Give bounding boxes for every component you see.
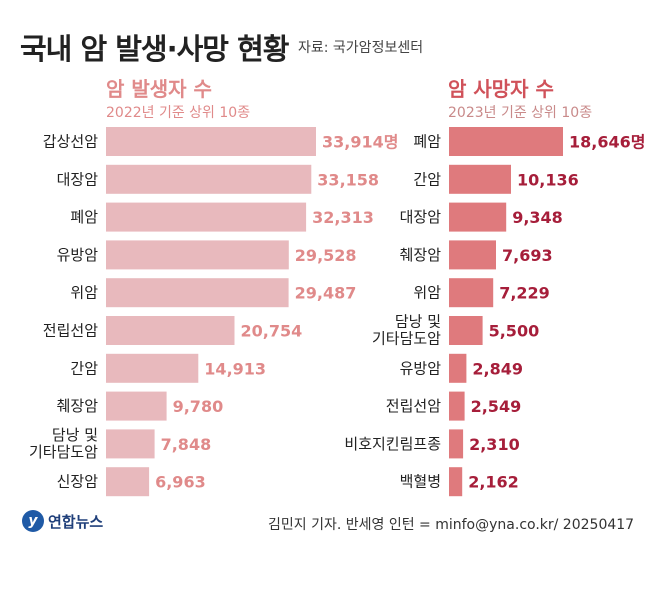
mortality-bar bbox=[449, 316, 483, 345]
incidence-value-label: 14,913 bbox=[204, 359, 266, 378]
incidence-value-label: 32,313 bbox=[312, 208, 374, 227]
incidence-bar bbox=[106, 429, 155, 459]
incidence-category-label: 전립선암 bbox=[43, 322, 98, 340]
mortality-bar bbox=[449, 429, 464, 459]
incidence-category-label: 신장암 bbox=[57, 473, 99, 491]
incidence-category-label: 담낭 및 기타담도암 bbox=[29, 426, 98, 461]
incidence-bar bbox=[106, 316, 235, 345]
incidence-chart-title: 암 발생자 수 bbox=[106, 77, 212, 101]
mortality-chart-subtitle: 2023년 기준 상위 10종 bbox=[448, 105, 593, 121]
incidence-category-label: 대장암 bbox=[57, 170, 99, 188]
mortality-value-label: 10,136 bbox=[517, 170, 579, 189]
mortality-category-label: 백혈병 bbox=[400, 473, 441, 491]
mortality-category-label: 대장암 bbox=[400, 208, 442, 226]
incidence-bar bbox=[106, 353, 199, 383]
mortality-bar bbox=[449, 278, 494, 308]
incidence-value-label: 33,158 bbox=[317, 170, 379, 189]
incidence-chart-subtitle: 2022년 기준 상위 10종 bbox=[106, 105, 251, 121]
mortality-bar bbox=[449, 202, 507, 232]
mortality-bar bbox=[449, 467, 463, 497]
mortality-category-label: 간암 bbox=[413, 170, 441, 188]
page-title: 국내 암 발생·사망 현황 bbox=[20, 32, 289, 66]
mortality-category-label: 담낭 및 기타담도암 bbox=[372, 313, 441, 348]
credit-line: 김민지 기자. 반세영 인턴 = minfo@yna.co.kr/ 202504… bbox=[268, 517, 635, 533]
mortality-value-label: 5,500 bbox=[489, 322, 540, 341]
mortality-category-label: 췌장암 bbox=[400, 246, 442, 264]
agency-logo: y 연합뉴스 bbox=[22, 510, 103, 532]
mortality-bar bbox=[449, 240, 496, 270]
mortality-value-label: 7,693 bbox=[502, 246, 553, 265]
mortality-bar bbox=[449, 353, 467, 383]
mortality-chart-title: 암 사망자 수 bbox=[448, 77, 554, 101]
mortality-category-label: 폐암 bbox=[413, 133, 441, 151]
incidence-category-label: 췌장암 bbox=[57, 397, 99, 415]
incidence-category-label: 간암 bbox=[70, 359, 98, 377]
incidence-bar bbox=[106, 164, 312, 194]
incidence-bar bbox=[106, 467, 150, 497]
incidence-value-label: 29,487 bbox=[295, 284, 357, 303]
agency-logo-text: 연합뉴스 bbox=[48, 512, 104, 531]
incidence-bar bbox=[106, 278, 289, 308]
mortality-category-label: 비호지킨림프종 bbox=[344, 435, 441, 453]
mortality-value-label: 2,162 bbox=[468, 473, 519, 492]
mortality-category-label: 위암 bbox=[413, 284, 441, 302]
incidence-value-label: 33,914명 bbox=[322, 133, 398, 152]
mortality-category-label: 유방암 bbox=[400, 359, 442, 377]
mortality-value-label: 2,310 bbox=[469, 435, 520, 454]
incidence-value-label: 29,528 bbox=[295, 246, 357, 265]
mortality-value-label: 9,348 bbox=[512, 208, 563, 227]
mortality-bar bbox=[449, 164, 511, 194]
incidence-bar bbox=[106, 391, 167, 421]
agency-logo-icon: y bbox=[22, 510, 44, 532]
incidence-value-label: 6,963 bbox=[155, 473, 206, 492]
incidence-category-label: 폐암 bbox=[70, 208, 98, 226]
incidence-value-label: 7,848 bbox=[161, 435, 212, 454]
incidence-value-label: 20,754 bbox=[241, 322, 303, 341]
mortality-value-label: 2,849 bbox=[472, 359, 523, 378]
mortality-value-label: 2,549 bbox=[471, 397, 522, 416]
incidence-category-label: 갑상선암 bbox=[43, 133, 98, 151]
incidence-value-label: 9,780 bbox=[173, 397, 224, 416]
mortality-bar bbox=[449, 391, 465, 421]
mortality-value-label: 18,646명 bbox=[569, 133, 645, 152]
mortality-bar bbox=[449, 127, 563, 156]
mortality-category-label: 전립선암 bbox=[386, 397, 441, 415]
incidence-category-label: 위암 bbox=[70, 284, 98, 302]
incidence-bar bbox=[106, 202, 307, 232]
incidence-bar bbox=[106, 240, 289, 270]
incidence-bar bbox=[106, 127, 316, 156]
mortality-value-label: 7,229 bbox=[499, 284, 550, 303]
source-note: 자료: 국가암정보센터 bbox=[298, 40, 424, 56]
incidence-category-label: 유방암 bbox=[57, 246, 99, 264]
